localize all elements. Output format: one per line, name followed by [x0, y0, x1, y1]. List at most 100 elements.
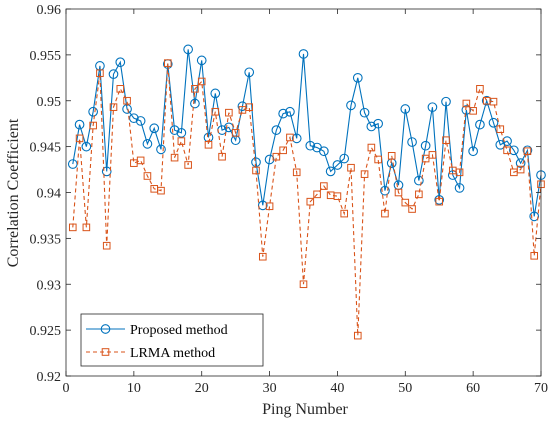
data-point — [360, 170, 369, 178]
data-point — [183, 44, 193, 55]
data-point — [373, 118, 383, 129]
data-point — [225, 108, 233, 117]
data-point — [74, 119, 85, 130]
data-point — [257, 200, 268, 211]
data-point — [461, 105, 472, 115]
data-point — [454, 183, 465, 193]
data-point — [347, 163, 355, 172]
data-point — [427, 102, 438, 113]
data-point — [170, 153, 179, 162]
data-point — [305, 140, 316, 151]
data-point — [196, 55, 207, 66]
data-point — [523, 147, 532, 156]
data-point — [102, 241, 111, 250]
data-point — [306, 197, 315, 206]
data-point — [530, 252, 539, 260]
data-point — [109, 103, 118, 111]
data-point — [503, 146, 511, 155]
legend-entry-1: Proposed method — [86, 323, 228, 338]
series-2 — [68, 59, 545, 340]
data-point — [75, 134, 84, 143]
data-point — [116, 85, 125, 93]
data-point — [190, 98, 200, 109]
data-point — [81, 141, 92, 152]
data-point — [481, 95, 492, 106]
data-point — [319, 146, 329, 157]
data-point — [68, 223, 77, 232]
series-1 — [67, 44, 546, 222]
data-point — [245, 103, 254, 111]
x-tick-label: 0 — [63, 381, 70, 396]
data-point — [414, 175, 424, 186]
data-point — [136, 156, 145, 165]
y-tick-label: 0.925 — [30, 324, 62, 339]
data-point — [218, 152, 226, 161]
data-point — [333, 192, 342, 200]
data-point — [325, 166, 336, 177]
legend-entry-2: LRMA method — [86, 346, 215, 361]
legend-label: Proposed method — [130, 323, 228, 338]
data-point — [434, 194, 445, 205]
data-point — [428, 151, 437, 159]
data-point — [224, 122, 234, 133]
data-point — [157, 186, 165, 195]
data-point — [129, 113, 139, 124]
data-point — [82, 223, 91, 232]
y-tick-label: 0.96 — [37, 3, 62, 18]
data-point — [204, 140, 213, 149]
data-point — [101, 166, 112, 177]
data-point — [264, 154, 275, 165]
data-point — [176, 128, 187, 138]
data-point — [320, 182, 328, 190]
x-tick-label: 10 — [127, 381, 141, 396]
data-point — [279, 146, 287, 155]
y-axis-title: Correlation Coefficient — [5, 118, 22, 267]
data-point — [502, 136, 512, 146]
legend: Proposed method LRMA method — [80, 313, 264, 367]
data-point — [313, 190, 321, 199]
data-point — [400, 104, 411, 114]
legend-marker — [100, 324, 111, 334]
data-point — [469, 107, 477, 115]
data-point — [340, 209, 349, 218]
data-point — [115, 57, 126, 68]
data-point — [197, 77, 206, 86]
y-tick-label: 0.955 — [30, 49, 62, 64]
data-point — [367, 143, 376, 152]
x-tick-label: 30 — [263, 381, 277, 396]
data-point — [529, 211, 540, 222]
data-point — [231, 129, 240, 137]
x-tick-label: 40 — [330, 381, 344, 396]
data-point — [455, 168, 464, 177]
data-point — [374, 155, 382, 164]
data-point — [468, 146, 478, 157]
data-point — [96, 69, 104, 78]
data-point — [476, 85, 484, 93]
data-point — [143, 172, 152, 180]
y-tick-label: 0.94 — [37, 187, 62, 202]
data-point — [359, 107, 370, 118]
data-point — [271, 125, 282, 135]
data-point — [496, 125, 505, 133]
data-point — [291, 133, 302, 144]
data-point — [408, 205, 416, 213]
data-point — [184, 161, 192, 169]
data-point — [380, 185, 390, 196]
series-line — [72, 49, 542, 217]
data-point — [462, 99, 471, 108]
series-line — [72, 63, 542, 336]
data-point — [489, 97, 498, 106]
data-point — [516, 165, 525, 174]
data-point — [265, 202, 274, 211]
legend-label: LRMA method — [130, 346, 215, 361]
data-point — [191, 85, 199, 93]
data-point — [89, 121, 97, 130]
data-point — [441, 96, 451, 107]
data-point — [394, 188, 403, 197]
data-point — [163, 59, 172, 67]
data-point — [339, 153, 350, 164]
data-point — [515, 158, 526, 168]
x-tick-label: 70 — [534, 381, 548, 396]
data-point — [142, 139, 153, 149]
